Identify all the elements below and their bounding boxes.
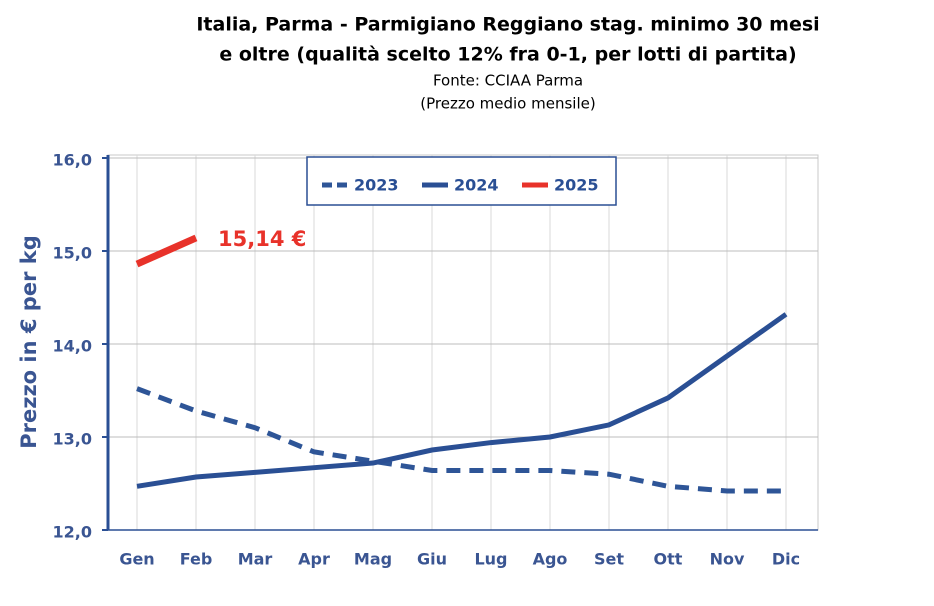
y-tick-label: 13,0 <box>53 430 92 449</box>
series-line <box>136 312 788 489</box>
y-axis-label: Prezzo in € per kg <box>17 235 41 449</box>
x-tick-label: Giu <box>417 550 447 569</box>
legend-label: 2024 <box>454 176 499 195</box>
x-tick-label: Mag <box>354 550 392 569</box>
y-tick-label: 15,0 <box>53 244 92 263</box>
series-line <box>136 386 786 494</box>
x-tick-label: Apr <box>298 550 330 569</box>
x-tick-label: Dic <box>772 550 800 569</box>
y-tick-label: 16,0 <box>53 151 92 170</box>
x-tick-label: Mar <box>238 550 273 569</box>
chart-subtitle: (Prezzo medio mensile) <box>420 95 595 113</box>
y-tick-label: 12,0 <box>53 523 92 542</box>
legend-box <box>306 156 617 206</box>
x-tick-label: Lug <box>474 550 507 569</box>
x-tick-label: Ott <box>654 550 683 569</box>
x-tick-label: Ago <box>533 550 568 569</box>
x-tick-label: Set <box>594 550 624 569</box>
legend-label: 2025 <box>554 176 599 195</box>
y-tick-label: 14,0 <box>53 337 92 356</box>
data-label: 15,14 € <box>218 227 306 251</box>
x-tick-label: Gen <box>119 550 154 569</box>
series-line <box>135 234 198 268</box>
chart-subtitle: Fonte: CCIAA Parma <box>433 72 583 90</box>
x-tick-label: Feb <box>180 550 213 569</box>
x-tick-label: Nov <box>710 550 745 569</box>
chart-title: e oltre (qualità scelto 12% fra 0-1, per… <box>219 44 796 66</box>
chart-title: Italia, Parma - Parmigiano Reggiano stag… <box>196 14 819 36</box>
legend-label: 2023 <box>354 176 399 195</box>
